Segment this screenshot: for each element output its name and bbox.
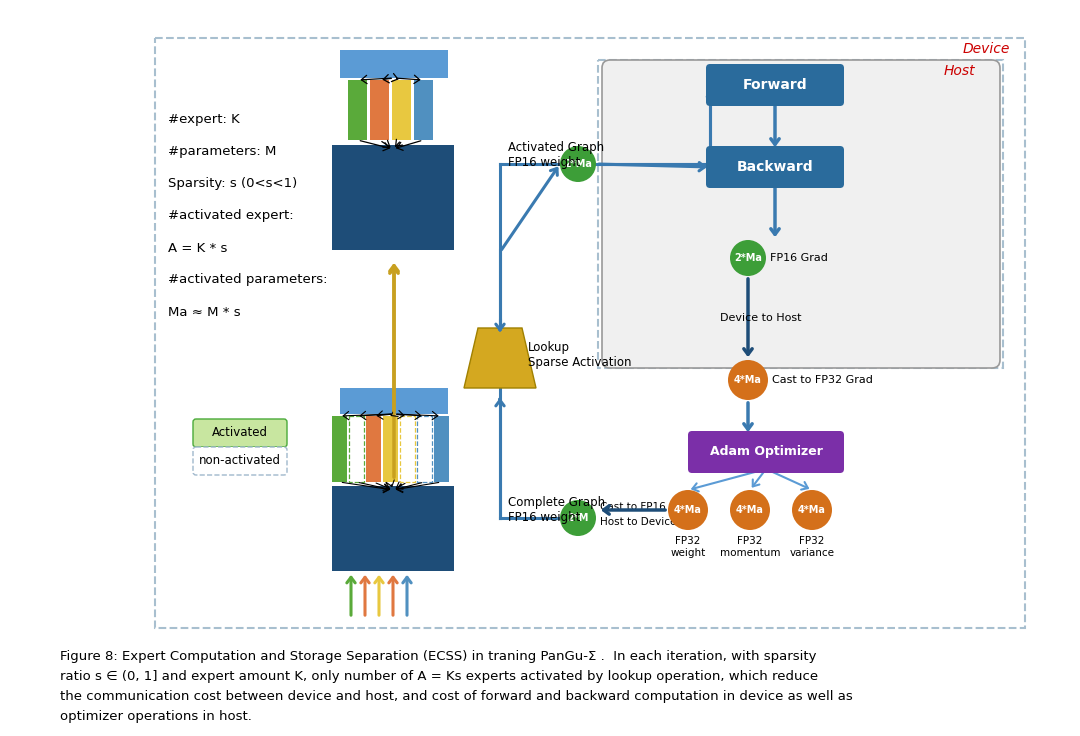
Bar [383,416,399,482]
Text: Complete Graph
FP16 weight: Complete Graph FP16 weight [508,496,605,524]
Text: ratio s ∈ (0, 1] and expert amount K, only number of A = Ks experts activated by: ratio s ∈ (0, 1] and expert amount K, on… [60,670,819,683]
Bar [332,486,454,571]
Text: 2*Ma: 2*Ma [564,159,592,169]
Bar [414,80,433,140]
FancyBboxPatch shape [706,64,843,106]
Ellipse shape [730,490,770,530]
Bar [598,60,1003,368]
Bar [366,416,381,482]
Bar [340,50,448,78]
Text: optimizer operations in host.: optimizer operations in host. [60,710,252,723]
Text: Device: Device [962,42,1010,56]
FancyBboxPatch shape [706,146,843,188]
Text: Adam Optimizer: Adam Optimizer [710,445,823,459]
Text: Lookup
Sparse Activation: Lookup Sparse Activation [528,341,632,369]
Ellipse shape [730,240,766,276]
Text: A = K * s: A = K * s [168,241,228,255]
Text: FP16 Grad: FP16 Grad [770,253,828,263]
Bar [392,80,411,140]
Text: 4*Ma: 4*Ma [798,505,826,515]
Bar [349,416,364,482]
Text: 4*Ma: 4*Ma [737,505,764,515]
Text: Figure 8: Expert Computation and Storage Separation (ECSS) in traning PanGu-Σ . : Figure 8: Expert Computation and Storage… [60,650,816,663]
Bar [348,80,367,140]
Text: Host to Device: Host to Device [600,517,676,527]
Bar [370,80,389,140]
Text: non-activated: non-activated [199,455,281,467]
Ellipse shape [669,490,708,530]
Ellipse shape [561,500,596,536]
Bar [340,388,448,414]
Text: Cast to FP16: Cast to FP16 [600,502,665,512]
Text: Sparsity: s (0<s<1): Sparsity: s (0<s<1) [168,177,297,191]
Text: Backward: Backward [737,160,813,174]
Text: #parameters: M: #parameters: M [168,146,276,158]
Bar [434,416,449,482]
Text: FP32
weight: FP32 weight [671,536,705,558]
Text: 4*Ma: 4*Ma [674,505,702,515]
Bar [332,416,347,482]
FancyBboxPatch shape [193,447,287,475]
Bar [400,416,415,482]
Text: the communication cost between device and host, and cost of forward and backward: the communication cost between device an… [60,690,853,703]
Text: Activated Graph
FP16 weight: Activated Graph FP16 weight [508,141,604,169]
Text: FP32
variance: FP32 variance [789,536,835,558]
Text: Cast to FP32 Grad: Cast to FP32 Grad [772,375,873,385]
Text: #expert: K: #expert: K [168,113,240,127]
Bar [156,38,1025,628]
Text: FP32
momentum: FP32 momentum [719,536,780,558]
Ellipse shape [561,146,596,182]
Text: 2*Ma: 2*Ma [734,253,761,263]
FancyBboxPatch shape [602,60,1000,368]
Ellipse shape [728,360,768,400]
Bar [417,416,432,482]
Text: Activated: Activated [212,426,268,439]
Polygon shape [464,328,536,388]
Ellipse shape [792,490,832,530]
Bar [332,145,454,250]
Text: 2*M: 2*M [567,513,589,523]
Text: #activated parameters:: #activated parameters: [168,274,327,286]
Text: 4*Ma: 4*Ma [734,375,761,385]
FancyBboxPatch shape [193,419,287,447]
FancyBboxPatch shape [688,431,843,473]
Text: Forward: Forward [743,78,808,92]
Text: #activated expert:: #activated expert: [168,210,294,222]
Text: Host: Host [943,64,975,78]
Text: Ma ≈ M * s: Ma ≈ M * s [168,305,241,319]
Text: Device to Host: Device to Host [720,313,801,323]
